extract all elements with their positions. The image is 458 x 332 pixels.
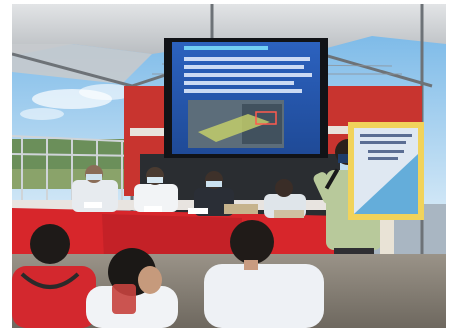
red-banner-left-stripe: [130, 128, 164, 136]
tent-canopy-fold: [12, 44, 152, 84]
slide-text-line: [184, 89, 302, 93]
slide-title-line: [184, 46, 268, 50]
photo: [12, 4, 446, 328]
sign-text-line: [368, 157, 398, 160]
laptop: [224, 204, 258, 214]
slide-text-line: [184, 57, 310, 61]
sign-board-accent: [354, 154, 418, 214]
cloud: [79, 84, 135, 100]
seated-official-1: [72, 165, 118, 212]
chair: [112, 284, 136, 314]
slide-map-highlight: [198, 114, 270, 142]
slide-text-line: [184, 81, 294, 85]
sign-text-line: [368, 150, 404, 153]
slide-map-red-box: [255, 111, 277, 125]
cloud: [20, 108, 64, 120]
name-card: [84, 202, 102, 208]
slide-text-line: [184, 73, 312, 77]
laptop: [274, 210, 304, 218]
sign-text-line: [360, 141, 406, 144]
seated-official-2: [134, 167, 178, 212]
slide-text-line: [184, 65, 304, 69]
scene-drawing: [12, 4, 446, 328]
audience-member-red-shirt: [12, 224, 96, 328]
name-card: [188, 208, 208, 214]
name-card: [144, 206, 162, 212]
sign-text-line: [360, 134, 412, 137]
audience-member-right: [204, 220, 324, 328]
microphone: [324, 168, 340, 190]
tent-canopy: [12, 4, 446, 56]
